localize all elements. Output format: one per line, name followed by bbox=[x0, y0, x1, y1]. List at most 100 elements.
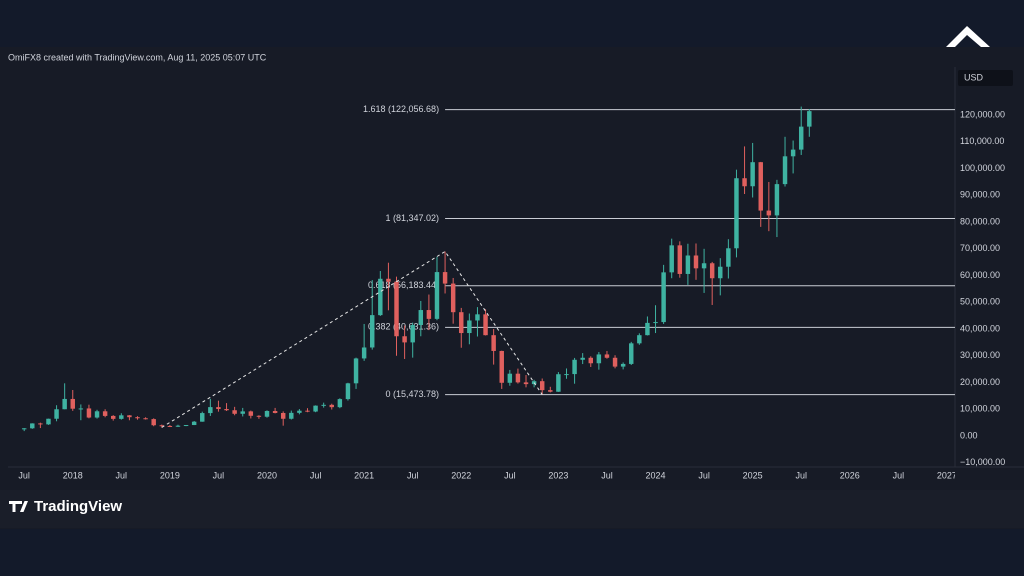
currency-label: USD bbox=[964, 72, 984, 82]
x-tick-label: Jul bbox=[116, 470, 128, 480]
candle-body bbox=[782, 156, 788, 185]
x-tick-label: 2023 bbox=[548, 470, 568, 480]
brand-icon bbox=[9, 501, 28, 512]
candle-body bbox=[46, 418, 51, 425]
x-tick-label: Jul bbox=[504, 470, 516, 480]
brand: TradingView bbox=[34, 498, 122, 515]
x-tick-label: Jul bbox=[795, 470, 807, 480]
candle-body bbox=[450, 283, 456, 313]
candle-body bbox=[313, 405, 318, 412]
candle-body bbox=[637, 335, 642, 344]
candle-body bbox=[531, 381, 537, 385]
candle-body bbox=[30, 423, 35, 429]
candle-body bbox=[280, 412, 286, 419]
candle-body bbox=[588, 357, 593, 364]
plot-area: Jul 2018 Jul 2019 Jul 2020 Jul 2021 Jul 2022 Jul 20… bbox=[18, 104, 957, 480]
candle-body bbox=[677, 245, 683, 274]
y-tick-label: 40,000.00 bbox=[960, 323, 1000, 333]
candle-body bbox=[264, 410, 270, 417]
candle-body bbox=[208, 407, 213, 414]
candle-body bbox=[305, 410, 310, 412]
candle-body bbox=[434, 272, 440, 319]
x-tick-label: 2022 bbox=[451, 470, 471, 480]
candle-body bbox=[119, 415, 124, 419]
candle-body bbox=[70, 398, 75, 409]
candle-body bbox=[289, 412, 294, 419]
candle-body bbox=[515, 373, 521, 383]
candle-body bbox=[240, 411, 245, 414]
candle-body bbox=[507, 373, 513, 383]
candle-body bbox=[135, 417, 140, 419]
candle-body bbox=[402, 336, 407, 343]
candle-body bbox=[734, 178, 739, 249]
candle-body bbox=[272, 410, 278, 413]
candle-body bbox=[596, 354, 602, 364]
candle-body bbox=[183, 425, 189, 427]
candle-body bbox=[410, 325, 415, 343]
candle-body bbox=[127, 415, 132, 418]
candle-body bbox=[370, 315, 375, 348]
fib-level-label: 0 (15,473.78) bbox=[386, 389, 440, 399]
candle-body bbox=[175, 425, 181, 427]
fib-level-label: 1 (81,347.02) bbox=[386, 213, 440, 223]
x-tick-label: Jul bbox=[698, 470, 710, 480]
candle-body bbox=[386, 278, 391, 282]
candle-body bbox=[718, 266, 723, 279]
y-tick-label: 70,000.00 bbox=[960, 243, 1000, 253]
candle-body bbox=[661, 272, 666, 323]
candle-body bbox=[645, 322, 650, 336]
chart-panel bbox=[0, 47, 1024, 529]
candle-body bbox=[467, 320, 472, 334]
candle-body bbox=[94, 411, 100, 418]
candle-body bbox=[556, 374, 561, 392]
candle-body bbox=[62, 398, 67, 410]
candle-body bbox=[539, 381, 545, 391]
candle-body bbox=[378, 278, 383, 316]
axis-area: −10,000.00 0.00 10,000.00 20,000.00 30,000.0… bbox=[960, 110, 1005, 468]
fib-level-label: 0.618 (56,183.44) bbox=[368, 280, 439, 290]
x-tick-label: 2027 bbox=[937, 470, 957, 480]
y-tick-label: 60,000.00 bbox=[960, 270, 1000, 280]
x-tick-label: Jul bbox=[18, 470, 30, 480]
y-tick-label: 120,000.00 bbox=[960, 110, 1005, 120]
candle-body bbox=[523, 382, 529, 385]
candle-body bbox=[742, 178, 747, 187]
candle-body bbox=[361, 347, 367, 359]
currency-box bbox=[958, 70, 1013, 86]
candle-body bbox=[418, 310, 424, 326]
candle-body bbox=[54, 409, 59, 419]
candle-body bbox=[483, 314, 488, 336]
candle-body bbox=[143, 418, 148, 420]
x-tick-label: Jul bbox=[601, 470, 613, 480]
attribution: OmiFX8 created with TradingView.com, Aug… bbox=[8, 52, 267, 62]
candle-body bbox=[345, 383, 351, 400]
candle-body bbox=[548, 390, 553, 392]
candle-body bbox=[491, 335, 496, 351]
candle-body bbox=[191, 421, 197, 426]
candle-body bbox=[774, 184, 780, 216]
candle-body bbox=[256, 415, 262, 417]
candle-body bbox=[620, 363, 626, 367]
candle-body bbox=[102, 411, 108, 416]
candle-body bbox=[353, 358, 359, 384]
candle-body bbox=[475, 314, 480, 321]
candle-body bbox=[790, 149, 796, 157]
candle-body bbox=[709, 263, 715, 279]
candle-body bbox=[572, 359, 577, 375]
y-tick-label: 10,000.00 bbox=[960, 404, 1000, 414]
footer-band bbox=[0, 490, 1024, 528]
x-tick-label: 2024 bbox=[646, 470, 666, 480]
candle-body bbox=[167, 425, 173, 427]
candle-body bbox=[726, 248, 731, 267]
candle-body bbox=[200, 413, 205, 422]
y-tick-label: 30,000.00 bbox=[960, 350, 1000, 360]
candle-body bbox=[629, 343, 634, 364]
candle-body bbox=[580, 357, 585, 360]
x-tick-label: 2021 bbox=[354, 470, 374, 480]
candle-body bbox=[86, 408, 92, 418]
candle-body bbox=[321, 404, 326, 406]
x-tick-label: Jul bbox=[213, 470, 225, 480]
logo-chevron bbox=[946, 26, 990, 47]
x-tick-label: 2025 bbox=[743, 470, 763, 480]
